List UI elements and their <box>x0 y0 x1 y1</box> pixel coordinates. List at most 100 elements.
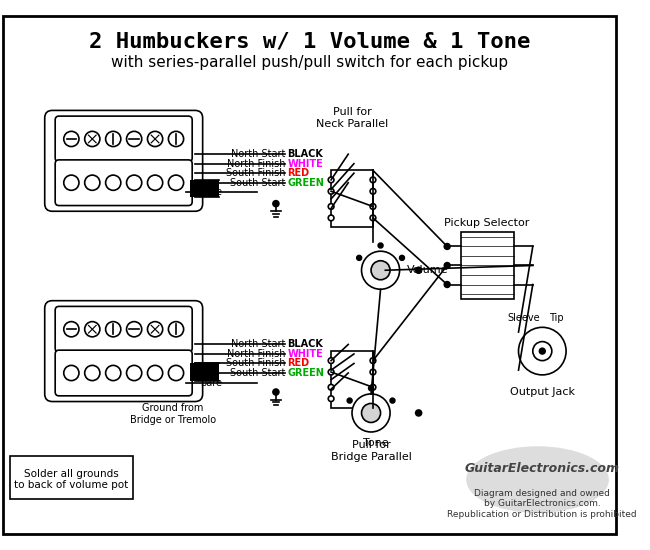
Text: Pull for
Bridge Parallel: Pull for Bridge Parallel <box>331 440 411 462</box>
Circle shape <box>445 263 450 268</box>
Circle shape <box>328 215 334 221</box>
Circle shape <box>328 358 334 364</box>
Circle shape <box>64 131 79 146</box>
Circle shape <box>533 342 552 361</box>
Text: Diagram designed and owned
by GuitarElectronics.com.
Republication or Distributi: Diagram designed and owned by GuitarElec… <box>447 489 637 519</box>
Circle shape <box>84 131 100 146</box>
Circle shape <box>328 204 334 210</box>
Circle shape <box>148 365 162 381</box>
Circle shape <box>127 175 142 190</box>
Text: North Finish: North Finish <box>227 349 285 359</box>
Circle shape <box>64 175 79 190</box>
Text: Sleeve: Sleeve <box>507 312 540 323</box>
Text: South Finish: South Finish <box>226 168 285 178</box>
Ellipse shape <box>466 446 609 513</box>
Text: 2 Humbuckers w/ 1 Volume & 1 Tone: 2 Humbuckers w/ 1 Volume & 1 Tone <box>88 32 530 52</box>
Circle shape <box>328 189 334 194</box>
Circle shape <box>445 244 450 249</box>
Circle shape <box>400 256 404 260</box>
Circle shape <box>519 327 566 375</box>
FancyBboxPatch shape <box>55 350 192 396</box>
Text: North Start: North Start <box>231 149 285 159</box>
Circle shape <box>168 365 183 381</box>
Circle shape <box>370 177 376 183</box>
Circle shape <box>64 365 79 381</box>
Circle shape <box>127 322 142 337</box>
FancyBboxPatch shape <box>45 301 203 402</box>
Text: Pickup Selector: Pickup Selector <box>445 218 530 228</box>
Text: Tone: Tone <box>363 438 389 448</box>
FancyBboxPatch shape <box>45 111 203 211</box>
FancyBboxPatch shape <box>55 116 192 162</box>
Circle shape <box>105 131 121 146</box>
Text: WHITE: WHITE <box>287 159 323 169</box>
Text: with series-parallel push/pull switch for each pickup: with series-parallel push/pull switch fo… <box>111 56 508 70</box>
Circle shape <box>357 256 361 260</box>
Circle shape <box>127 365 142 381</box>
Text: Ground from
Bridge or Tremolo: Ground from Bridge or Tremolo <box>130 404 216 425</box>
Text: GuitarElectronics.com: GuitarElectronics.com <box>465 461 620 475</box>
Text: RED: RED <box>287 168 309 178</box>
Circle shape <box>415 409 422 417</box>
Circle shape <box>328 396 334 402</box>
Text: Solder all grounds
to back of volume pot: Solder all grounds to back of volume pot <box>14 469 129 491</box>
Text: South Finish: South Finish <box>226 359 285 369</box>
Circle shape <box>84 322 100 337</box>
Text: Volume: Volume <box>407 265 448 275</box>
Text: bare: bare <box>200 187 222 197</box>
Circle shape <box>168 175 183 190</box>
Circle shape <box>378 243 383 248</box>
Circle shape <box>370 369 376 375</box>
Circle shape <box>540 348 545 354</box>
Circle shape <box>328 177 334 183</box>
Circle shape <box>370 384 376 390</box>
FancyBboxPatch shape <box>55 160 192 206</box>
Bar <box>190 364 219 381</box>
Circle shape <box>347 398 352 403</box>
Circle shape <box>445 282 450 287</box>
Circle shape <box>272 200 280 207</box>
Circle shape <box>361 404 380 422</box>
Text: GREEN: GREEN <box>287 178 324 188</box>
Circle shape <box>64 322 79 337</box>
Circle shape <box>390 398 395 403</box>
Circle shape <box>352 394 390 432</box>
Bar <box>331 351 373 408</box>
Circle shape <box>369 386 374 390</box>
Circle shape <box>370 358 376 364</box>
FancyBboxPatch shape <box>55 306 192 352</box>
Text: WHITE: WHITE <box>287 349 323 359</box>
Circle shape <box>105 365 121 381</box>
Circle shape <box>370 189 376 194</box>
Circle shape <box>148 322 162 337</box>
Text: North Finish: North Finish <box>227 159 285 169</box>
Bar <box>190 180 219 197</box>
Text: bare: bare <box>200 377 222 388</box>
Text: South Start: South Start <box>230 368 285 378</box>
Text: Pull for
Neck Parallel: Pull for Neck Parallel <box>316 107 388 129</box>
Circle shape <box>415 266 422 274</box>
Circle shape <box>371 261 390 280</box>
Circle shape <box>127 131 142 146</box>
Circle shape <box>84 365 100 381</box>
Circle shape <box>148 175 162 190</box>
Circle shape <box>272 388 280 396</box>
Bar <box>462 232 514 299</box>
Circle shape <box>105 175 121 190</box>
Circle shape <box>168 131 183 146</box>
Circle shape <box>328 384 334 390</box>
Circle shape <box>370 204 376 210</box>
Text: Output Jack: Output Jack <box>510 387 575 397</box>
Text: BLACK: BLACK <box>287 339 323 349</box>
Circle shape <box>361 251 400 289</box>
Circle shape <box>84 175 100 190</box>
Text: GREEN: GREEN <box>287 368 324 378</box>
Text: RED: RED <box>287 359 309 369</box>
Text: South Start: South Start <box>230 178 285 188</box>
Circle shape <box>328 369 334 375</box>
Circle shape <box>370 215 376 221</box>
Circle shape <box>370 396 376 402</box>
Text: BLACK: BLACK <box>287 149 323 159</box>
Circle shape <box>168 322 183 337</box>
Text: Tip: Tip <box>549 312 564 323</box>
